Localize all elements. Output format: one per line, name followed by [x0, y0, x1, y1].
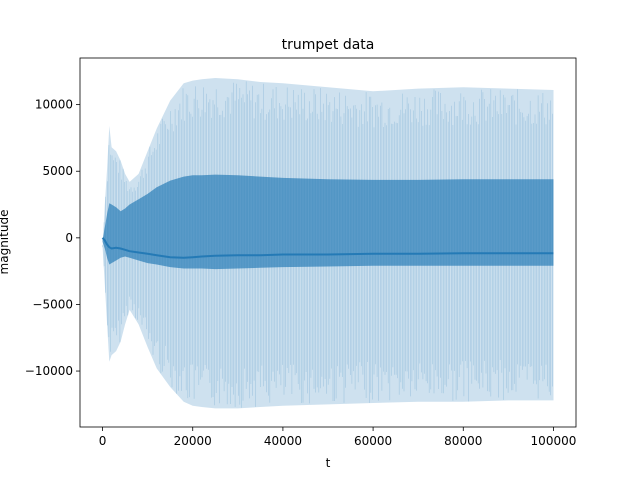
plot-area — [101, 78, 554, 409]
x-tick-label: 20000 — [174, 434, 212, 448]
x-tick-label: 40000 — [264, 434, 302, 448]
chart-title: trumpet data — [282, 37, 375, 53]
inner-envelope — [102, 174, 554, 270]
x-tick-label: 0 — [99, 434, 107, 448]
y-tick-label: 5000 — [42, 164, 73, 178]
y-axis-label: magnitude — [0, 210, 11, 275]
x-tick-label: 80000 — [444, 434, 482, 448]
y-axis: −10000 −5000 0 5000 10000 — [25, 98, 80, 378]
axes-frame — [79, 57, 577, 428]
y-tick-label: −10000 — [25, 364, 73, 378]
x-tick-label: 100000 — [531, 434, 577, 448]
y-tick-label: 10000 — [35, 98, 73, 112]
y-tick-label: −5000 — [32, 297, 73, 311]
y-tick-label: 0 — [65, 231, 73, 245]
x-axis-label: t — [326, 456, 331, 470]
x-axis: 0 20000 40000 60000 80000 100000 — [99, 427, 577, 448]
x-tick-label: 60000 — [354, 434, 392, 448]
mean-line — [101, 237, 554, 259]
